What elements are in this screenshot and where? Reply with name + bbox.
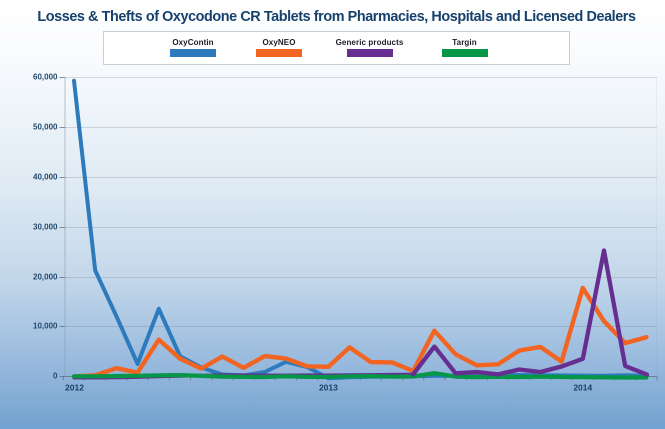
svg-text:0: 0 bbox=[53, 372, 58, 381]
svg-text:2013: 2013 bbox=[319, 383, 338, 393]
svg-text:50,000: 50,000 bbox=[33, 123, 58, 132]
svg-text:30,000: 30,000 bbox=[33, 223, 58, 232]
svg-text:20,000: 20,000 bbox=[33, 273, 58, 282]
svg-text:60,000: 60,000 bbox=[33, 73, 58, 82]
svg-text:2012: 2012 bbox=[65, 383, 84, 393]
svg-text:2014: 2014 bbox=[573, 383, 592, 393]
svg-text:10,000: 10,000 bbox=[33, 322, 58, 331]
svg-text:40,000: 40,000 bbox=[33, 173, 58, 182]
